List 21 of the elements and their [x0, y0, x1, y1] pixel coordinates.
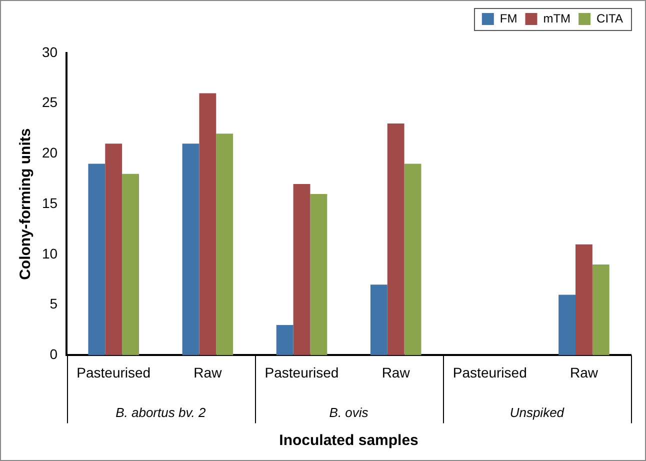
legend-label: CITA: [596, 11, 624, 26]
text: B. ovis: [329, 404, 369, 420]
text: B. abortus bv. 2: [116, 404, 206, 420]
y-tick-label: 0: [50, 346, 58, 362]
y-tick-label: 25: [42, 94, 58, 110]
x-tick-label: Raw: [570, 364, 599, 380]
legend-label: FM: [500, 11, 518, 26]
x-tick-label: Pasteurised: [452, 364, 527, 380]
x-axis-title: Inoculated samples: [279, 432, 418, 450]
y-tick-label: 15: [42, 194, 58, 211]
x-tick-label: Pasteurised: [264, 364, 339, 380]
legend-label: mTM: [543, 11, 571, 26]
x-tick-label: Raw: [382, 364, 411, 380]
text: Unspiked: [510, 404, 565, 420]
y-axis-title: Colony-forming units: [17, 128, 34, 280]
y-tick-label: 30: [42, 44, 58, 60]
x-tick-label: Pasteurised: [76, 364, 151, 380]
y-tick-label: 20: [42, 144, 58, 161]
x-tick-label: Raw: [194, 364, 223, 380]
y-tick-label: 5: [50, 296, 58, 312]
y-tick-label: 10: [42, 245, 58, 262]
